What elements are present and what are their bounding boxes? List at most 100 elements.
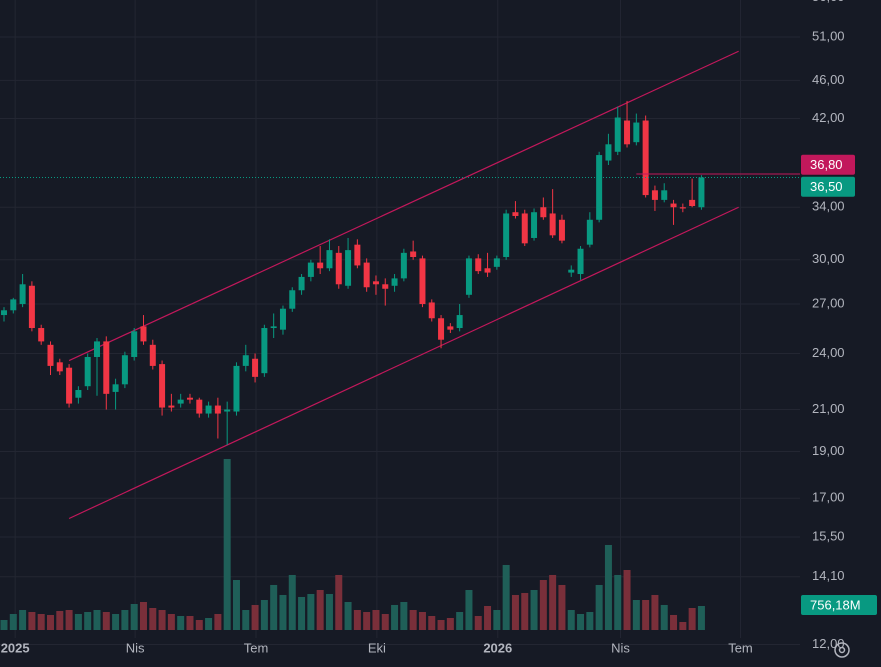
volume-bar (632, 600, 640, 630)
y-tick-label: 24,00 (812, 345, 845, 360)
candle (38, 324, 45, 345)
candle (270, 313, 277, 339)
candle-body (651, 190, 658, 200)
candle-body (177, 399, 184, 404)
candle-body (196, 399, 203, 414)
candle (261, 324, 268, 377)
candle (317, 246, 324, 275)
candle-body (400, 252, 407, 279)
candle (345, 237, 352, 289)
volume-bar (37, 614, 45, 630)
volume-bar (0, 620, 8, 630)
candle (66, 364, 73, 408)
candle-body (540, 207, 547, 218)
candle (28, 281, 35, 332)
volume-bar (642, 600, 650, 630)
candle-body (28, 285, 35, 329)
candle (689, 178, 696, 208)
settings-icon[interactable] (834, 642, 850, 658)
volume-bar (139, 602, 147, 630)
x-tick-label: Tem (244, 640, 269, 655)
candle (186, 393, 193, 404)
volume-bar (558, 584, 566, 630)
volume-bar (604, 544, 612, 630)
candle-body (103, 341, 110, 394)
candle-body (596, 155, 603, 220)
volume-bar (205, 618, 213, 630)
candle-body (261, 328, 268, 374)
candle (121, 351, 128, 389)
candle (214, 397, 221, 439)
volume-bar (177, 616, 185, 630)
y-tick-label: 34,00 (812, 199, 845, 214)
settings-icon-center (838, 646, 846, 654)
candle (614, 106, 621, 156)
volume-bar (595, 584, 603, 630)
candle (419, 255, 426, 308)
volume-bar (19, 610, 27, 630)
candle (149, 339, 156, 370)
candle (447, 323, 454, 333)
volume-bar (409, 610, 417, 630)
volume-bar (511, 594, 519, 630)
candle-body (438, 318, 445, 340)
candle-body (47, 344, 54, 366)
candle-body (568, 269, 575, 273)
candle (586, 212, 593, 248)
candle (252, 353, 259, 383)
volume-bar (223, 458, 231, 630)
volume-bar (577, 614, 585, 630)
candle (484, 252, 491, 277)
price-badge (801, 594, 877, 615)
volume-bar (9, 614, 17, 630)
candle (75, 386, 82, 404)
volume-bar (232, 580, 240, 630)
y-tick-label: 19,00 (812, 443, 845, 458)
y-tick-label: 46,00 (812, 72, 845, 87)
candle (159, 360, 166, 416)
y-tick-label: 51,00 (812, 28, 845, 43)
volume-bar (149, 608, 157, 630)
candle (624, 100, 631, 148)
settings-button[interactable] (834, 642, 850, 658)
candle (205, 401, 212, 418)
price-badge-label: 36,80 (810, 157, 843, 172)
volume-bar (251, 604, 259, 630)
candle (558, 214, 565, 244)
candle-body (354, 244, 361, 266)
candle-body (633, 122, 640, 143)
candle (196, 397, 203, 418)
candle-body (428, 302, 435, 319)
x-tick-label: Tem (728, 640, 753, 655)
volume-bar (670, 614, 678, 630)
x-tick-label: 2025 (1, 640, 30, 655)
candle-body (168, 405, 175, 408)
volume-bar (344, 602, 352, 630)
volume-bar (437, 620, 445, 630)
y-tick-label: 21,00 (812, 401, 845, 416)
candle-body (577, 248, 584, 275)
volume-bar (651, 594, 659, 630)
candle-body (159, 364, 166, 408)
candle (651, 185, 658, 211)
volume-bar (56, 610, 64, 630)
candle-body (66, 367, 73, 404)
volume-bar (102, 612, 110, 630)
candle (168, 393, 175, 412)
volume-bar (186, 616, 194, 630)
candle-body (149, 344, 156, 366)
candle (503, 209, 510, 260)
volume-bar (521, 592, 529, 630)
volume-bar (623, 570, 631, 630)
candle-body (252, 358, 259, 377)
candle (456, 304, 463, 332)
candle-body (345, 250, 352, 286)
candle (382, 278, 389, 306)
candle-body (131, 331, 138, 357)
candle-body (326, 250, 333, 269)
candle (326, 239, 333, 272)
axes: 12,00 14,10 15,50 17,00 19,00 21,00 24,00 27,00… (1, 0, 877, 655)
candle (605, 133, 612, 165)
candle-body (605, 144, 612, 161)
